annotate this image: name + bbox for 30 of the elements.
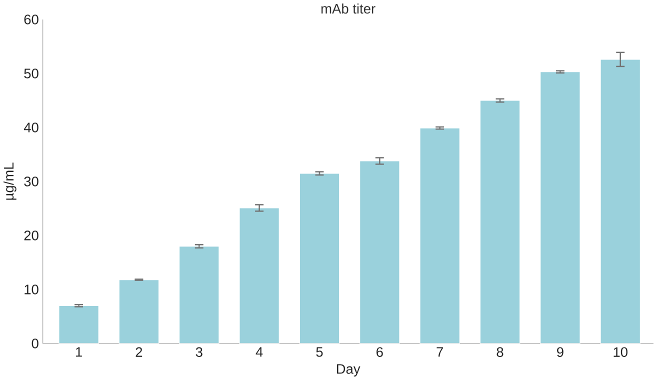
x-tick-label: 4 <box>256 347 263 357</box>
bar <box>118 279 160 344</box>
x-tick-label: 9 <box>557 347 564 357</box>
bar <box>600 59 641 344</box>
y-tick-label: 50 <box>24 68 38 78</box>
bar <box>420 128 460 344</box>
y-tick-label: 20 <box>24 230 38 240</box>
y-tick-label: 30 <box>24 176 38 186</box>
bar <box>299 173 340 344</box>
y-tick-label: 0 <box>32 338 38 348</box>
bar <box>239 208 280 344</box>
bar <box>480 100 520 344</box>
bar <box>359 160 400 344</box>
y-tick-label: 10 <box>24 284 38 294</box>
y-tick-label: 60 <box>24 14 38 24</box>
x-tick-label: 7 <box>436 347 443 357</box>
x-tick-label: 1 <box>76 347 82 357</box>
x-tick-label: 6 <box>376 347 383 357</box>
bar <box>178 246 220 344</box>
x-tick-label: 2 <box>136 347 142 357</box>
y-tick-label: 40 <box>24 122 38 132</box>
bar <box>58 305 99 344</box>
x-tick-label: 8 <box>496 347 504 357</box>
x-tick-label: 10 <box>614 347 628 357</box>
y-axis-title: µg/mL <box>4 162 16 200</box>
bar <box>540 72 580 344</box>
chart-title: mAb titer <box>321 3 376 14</box>
x-tick-label: 5 <box>316 347 323 357</box>
x-axis-title: Day <box>336 364 360 377</box>
x-tick-label: 3 <box>196 347 202 357</box>
